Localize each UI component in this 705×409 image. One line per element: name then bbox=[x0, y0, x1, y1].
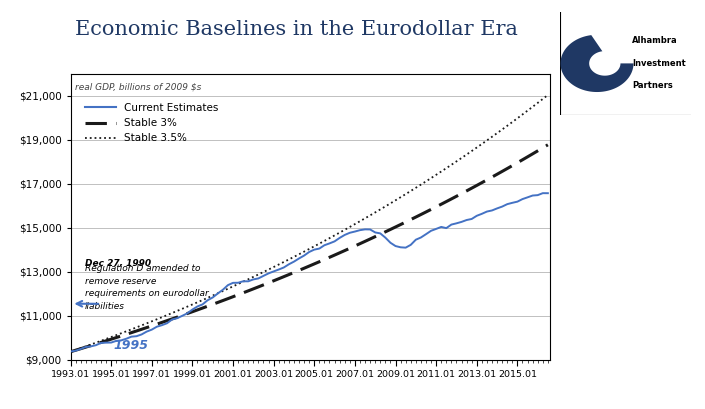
Legend: Current Estimates, Stable 3%, Stable 3.5%: Current Estimates, Stable 3%, Stable 3.5… bbox=[80, 99, 223, 148]
Text: Partners: Partners bbox=[632, 81, 673, 90]
Text: real GDP, billions of 2009 $s: real GDP, billions of 2009 $s bbox=[75, 82, 202, 91]
Text: Dec 27, 1990: Dec 27, 1990 bbox=[85, 258, 151, 267]
Text: Alhambra: Alhambra bbox=[632, 36, 678, 45]
Text: Economic Baselines in the Eurodollar Era: Economic Baselines in the Eurodollar Era bbox=[75, 20, 517, 39]
Text: Investment: Investment bbox=[632, 59, 686, 68]
Text: 1995: 1995 bbox=[114, 339, 148, 352]
Text: Regulation D amended to
remove reserve
requirements on eurodollar
liabilities: Regulation D amended to remove reserve r… bbox=[85, 264, 209, 310]
Polygon shape bbox=[560, 35, 634, 92]
